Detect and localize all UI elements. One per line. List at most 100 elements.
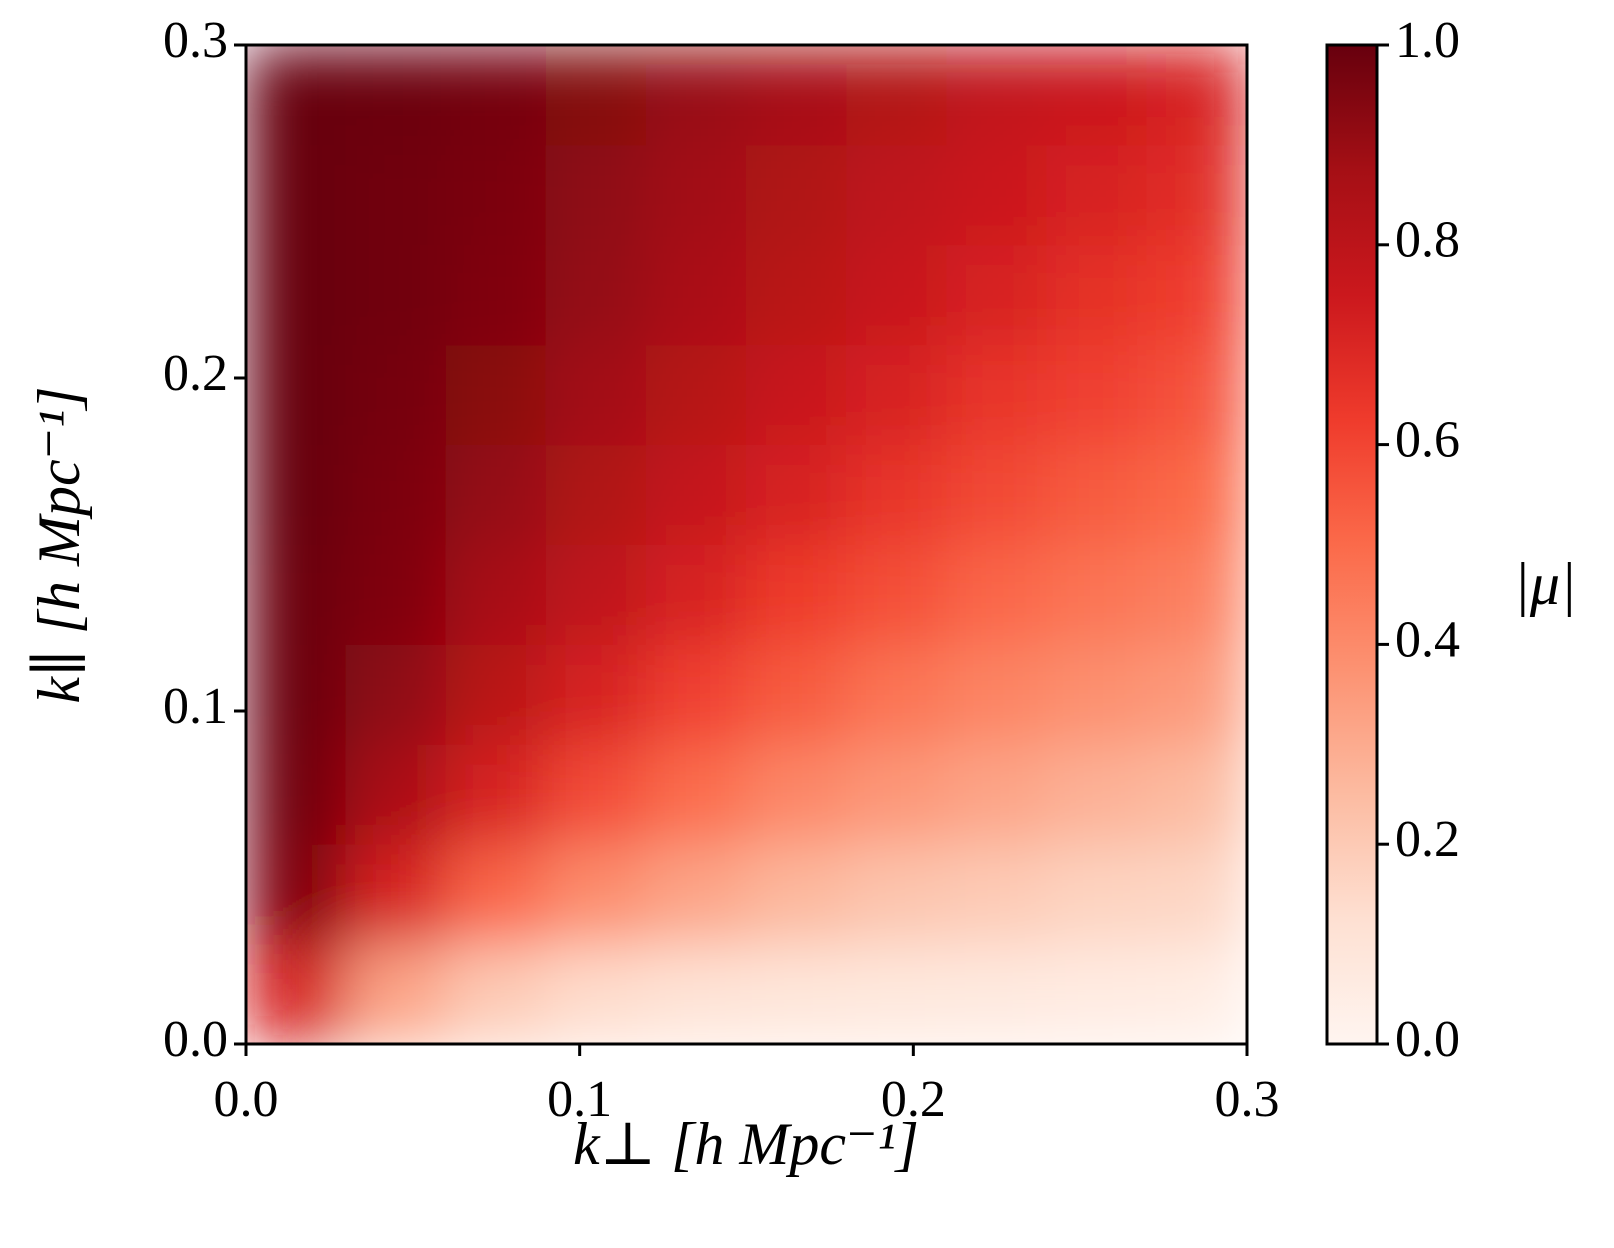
x-tick-label: 0.2 (881, 1071, 946, 1128)
heat-cell (645, 843, 747, 945)
heat-cell (1146, 544, 1247, 645)
heat-cell (645, 943, 747, 1044)
heat-cell (746, 144, 848, 246)
heat-cell (846, 544, 948, 645)
heat-cell (345, 643, 447, 745)
heat-cell (1146, 943, 1247, 1044)
heat-cell (746, 244, 848, 346)
heat-cell (946, 843, 1048, 945)
heat-cell (746, 45, 848, 146)
heat-cell (445, 643, 547, 745)
heat-cell (246, 444, 347, 545)
colorbar-tick-label: 0.8 (1395, 212, 1460, 269)
heat-cell (1046, 444, 1148, 545)
heat-cell (946, 244, 1048, 346)
heat-cell (246, 544, 347, 645)
heat-cell (545, 943, 647, 1044)
heat-cell (246, 244, 347, 346)
heat-cell (246, 943, 347, 1044)
y-tick-label: 0.1 (163, 678, 228, 735)
heat-cell (1046, 144, 1148, 246)
x-axis-label: k⊥ [h Mpc⁻¹] (573, 1111, 919, 1177)
colorbar-label: |μ| (1513, 551, 1576, 617)
heat-cell (246, 743, 347, 845)
heat-cell (545, 444, 647, 545)
heat-cell (345, 144, 447, 246)
heat-cell (645, 444, 747, 545)
heat-cell (946, 544, 1048, 645)
heat-cell (645, 544, 747, 645)
heat-cell (645, 45, 747, 146)
heat-cell (545, 344, 647, 446)
heat-cell (746, 743, 848, 845)
heat-cell (1046, 643, 1148, 745)
heat-cell (946, 144, 1048, 246)
heat-cell (746, 843, 848, 945)
heat-cell (846, 144, 948, 246)
heat-cell (545, 843, 647, 945)
x-tick-label: 0.1 (547, 1071, 612, 1128)
colorbar-tick-label: 1.0 (1395, 12, 1460, 69)
heat-cell (1146, 244, 1247, 346)
heat-cell (345, 244, 447, 346)
x-tick-label: 0.3 (1215, 1071, 1280, 1128)
heat-cell (645, 643, 747, 745)
y-tick-label: 0.3 (163, 12, 228, 69)
heat-cell (1046, 344, 1148, 446)
heat-cell (445, 943, 547, 1044)
x-tick-label: 0.0 (214, 1071, 279, 1128)
heat-cell (645, 344, 747, 446)
heat-cell (1046, 843, 1148, 945)
heat-cell (846, 244, 948, 346)
heat-cell (746, 444, 848, 545)
heat-cell (645, 244, 747, 346)
heat-cell (846, 943, 948, 1044)
heat-cell (445, 444, 547, 545)
heat-cell (445, 743, 547, 845)
heat-cell (545, 743, 647, 845)
heat-cell (946, 943, 1048, 1044)
heat-cell (445, 45, 547, 146)
heat-cell (1146, 444, 1247, 545)
heat-cell (946, 45, 1048, 146)
heat-cell (1046, 544, 1148, 645)
heat-cell (445, 843, 547, 945)
heat-cell (1146, 144, 1247, 246)
heat-cell (345, 743, 447, 845)
heat-cell (846, 743, 948, 845)
colorbar-tick-label: 0.0 (1395, 1011, 1460, 1068)
heat-cell (345, 943, 447, 1044)
plot-frame (244, 43, 1249, 1046)
heat-cell (645, 743, 747, 845)
heat-cell (445, 344, 547, 446)
heat-cell (445, 544, 547, 645)
heat-cell (1046, 244, 1148, 346)
heat-cell (345, 843, 447, 945)
colorbar (1325, 43, 1379, 1046)
heat-cell (345, 344, 447, 446)
heat-cell (746, 643, 848, 745)
heat-cell (1146, 45, 1247, 146)
heatmap (246, 45, 1247, 1044)
heat-cell (946, 344, 1048, 446)
heat-cell (746, 544, 848, 645)
colorbar-tick-label: 0.2 (1395, 811, 1460, 868)
heat-cell (246, 144, 347, 246)
heat-cell (846, 444, 948, 545)
heat-cell (545, 643, 647, 745)
heat-cell (545, 45, 647, 146)
heat-cell (645, 144, 747, 246)
heat-cell (746, 344, 848, 446)
y-tick-label: 0.2 (163, 345, 228, 402)
heat-cell (846, 45, 948, 146)
heat-cell (246, 45, 347, 146)
heat-cell (545, 244, 647, 346)
heat-cell (1046, 743, 1148, 845)
heat-cell (846, 344, 948, 446)
heat-cell (846, 643, 948, 745)
heat-cell (345, 444, 447, 545)
y-axis-label: k∥ [h Mpc⁻¹] (26, 386, 92, 703)
heat-cell (746, 943, 848, 1044)
